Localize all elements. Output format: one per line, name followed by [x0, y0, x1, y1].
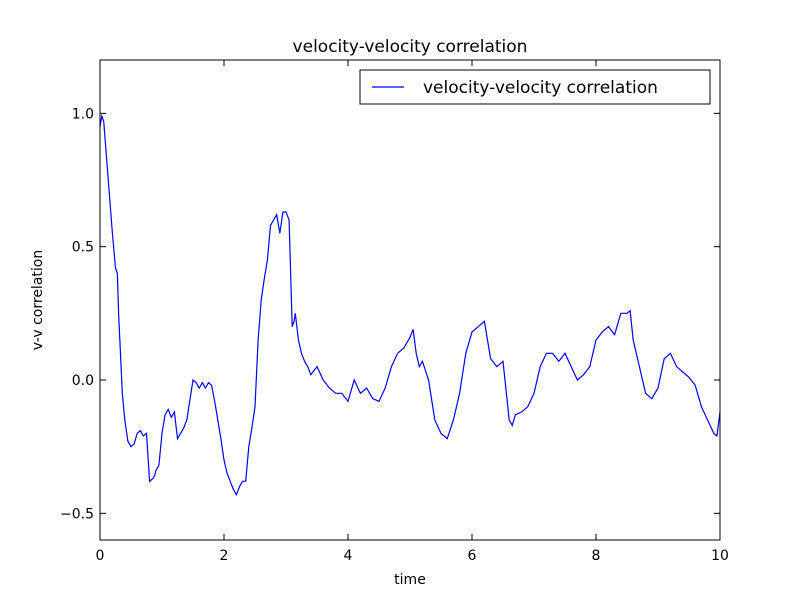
legend-entry-label: velocity-velocity correlation	[423, 78, 658, 98]
y-tick-label: 0.5	[72, 240, 94, 256]
y-tick-label: 1.0	[72, 106, 94, 122]
plot-frame	[99, 59, 721, 541]
x-tick-label: 8	[592, 548, 601, 564]
y-axis-ticks: −0.5 0.0 0.5 1.0	[60, 106, 720, 522]
x-tick-label: 6	[468, 548, 477, 564]
plot-area	[100, 113, 720, 497]
chart-title: velocity-velocity correlation	[293, 37, 528, 57]
y-tick-label: 0.0	[72, 373, 94, 389]
x-axis-ticks: 0 2 4 6 8 10	[96, 60, 729, 564]
legend: velocity-velocity correlation	[359, 69, 711, 105]
y-axis-label: v-v correlation	[30, 250, 46, 350]
x-tick-label: 2	[220, 548, 229, 564]
x-axis-label: time	[394, 572, 426, 588]
x-tick-label: 0	[96, 548, 105, 564]
legend-box	[359, 69, 711, 105]
x-tick-label: 10	[711, 548, 729, 564]
series-line-velocity-velocity-correlation	[100, 113, 720, 497]
x-tick-label: 4	[344, 548, 353, 564]
y-tick-label: −0.5	[60, 506, 94, 522]
